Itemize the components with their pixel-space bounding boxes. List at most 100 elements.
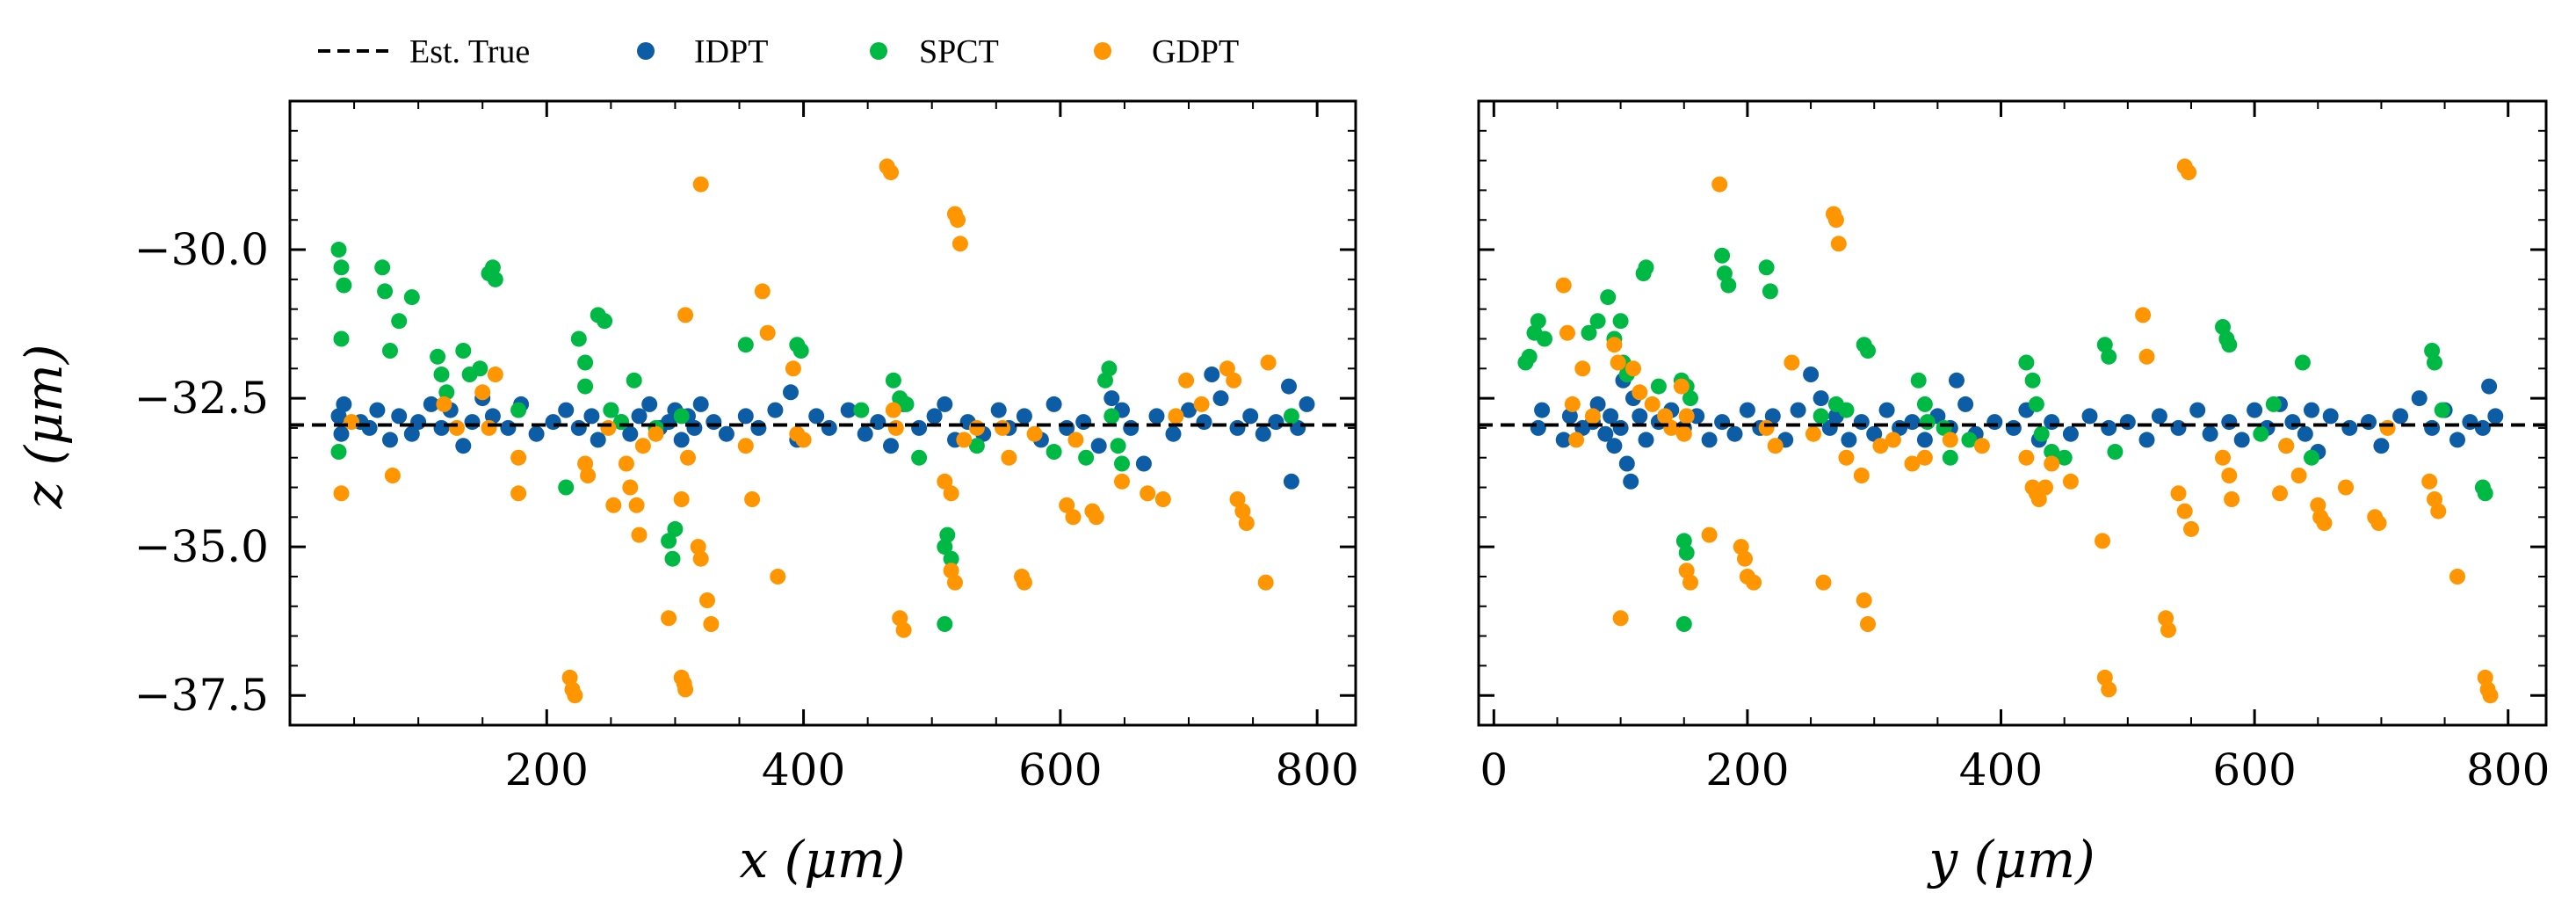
point-gdpt <box>2096 669 2113 686</box>
point-gdpt <box>699 592 715 608</box>
point-spct <box>570 330 587 347</box>
point-idpt <box>737 408 754 425</box>
point-spct <box>898 396 915 412</box>
point-gdpt <box>1257 574 1274 591</box>
point-idpt <box>870 414 886 431</box>
x-tick-label: 800 <box>2466 744 2550 795</box>
x-axis-label-right: y (μm) <box>1926 830 2095 890</box>
point-spct <box>626 372 642 389</box>
point-gdpt <box>1853 468 1870 483</box>
point-spct <box>2221 337 2238 353</box>
y-tick-label: −32.5 <box>134 373 269 424</box>
point-gdpt <box>2427 491 2442 507</box>
point-spct <box>1114 455 1130 472</box>
point-spct <box>2096 337 2113 353</box>
point-gdpt <box>561 669 578 686</box>
point-gdpt <box>648 425 664 442</box>
point-idpt <box>590 432 606 448</box>
point-spct <box>433 367 450 382</box>
point-spct <box>937 616 953 632</box>
point-gdpt <box>1001 449 1017 466</box>
point-idpt <box>382 432 398 448</box>
point-gdpt <box>2379 419 2396 436</box>
x-tick-label: 0 <box>1480 744 1508 795</box>
point-idpt <box>2284 414 2301 431</box>
point-idpt <box>1612 419 1629 436</box>
point-idpt <box>528 425 545 442</box>
point-gdpt <box>628 497 645 513</box>
point-gdpt <box>510 485 527 502</box>
point-gdpt <box>737 438 754 454</box>
point-spct <box>1110 438 1126 454</box>
point-spct <box>330 242 347 258</box>
point-spct <box>1813 408 1829 425</box>
point-gdpt <box>1805 425 1821 442</box>
point-idpt <box>750 419 767 436</box>
point-gdpt <box>2338 479 2354 496</box>
point-gdpt <box>1733 539 1749 556</box>
point-idpt <box>2361 414 2377 431</box>
point-spct <box>1638 259 1654 276</box>
point-idpt <box>808 408 825 425</box>
point-spct <box>391 313 408 330</box>
point-gdpt <box>2101 681 2117 698</box>
point-gdpt <box>1114 473 1130 490</box>
point-gdpt <box>1574 360 1591 377</box>
point-gdpt <box>1746 574 1762 591</box>
point-gdpt <box>2477 669 2493 686</box>
point-idpt <box>369 402 386 418</box>
point-spct <box>1600 289 1617 306</box>
point-idpt <box>423 396 439 412</box>
point-gdpt <box>2135 307 2152 323</box>
point-gdpt <box>1885 432 1901 448</box>
y-tick-label: −35.0 <box>134 521 269 572</box>
point-spct <box>382 343 398 359</box>
point-idpt <box>641 396 658 412</box>
point-spct <box>2033 425 2050 442</box>
point-idpt <box>1603 408 1619 425</box>
legend: Est. True IDPT SPCT GDPT <box>318 33 1239 70</box>
point-gdpt <box>885 402 901 418</box>
point-gdpt <box>1555 277 1572 294</box>
point-gdpt <box>1016 574 1032 591</box>
point-idpt <box>558 402 575 418</box>
point-spct <box>737 337 754 353</box>
point-gdpt <box>1065 509 1082 526</box>
point-gdpt <box>1564 396 1581 412</box>
point-idpt <box>2151 408 2167 425</box>
point-gdpt <box>2221 468 2238 483</box>
point-idpt <box>2119 414 2136 431</box>
point-spct <box>968 438 985 454</box>
point-idpt <box>631 408 648 425</box>
point-gdpt <box>2170 485 2187 502</box>
point-gdpt <box>2160 621 2176 638</box>
point-idpt <box>1916 432 1933 448</box>
y-axis-label: z (μm) <box>14 345 74 510</box>
point-gdpt <box>1584 408 1601 425</box>
point-spct <box>1612 313 1629 330</box>
point-idpt <box>1638 432 1654 448</box>
point-idpt <box>1623 473 1639 490</box>
point-gdpt <box>622 479 639 496</box>
point-gdpt <box>1657 408 1674 425</box>
point-idpt <box>2101 419 2117 436</box>
point-spct <box>2477 485 2493 502</box>
point-gdpt <box>577 455 594 472</box>
point-spct <box>2107 444 2124 460</box>
point-idpt <box>2297 425 2313 442</box>
point-spct <box>603 402 619 418</box>
point-gdpt <box>943 485 959 502</box>
point-spct <box>2028 396 2044 412</box>
point-gdpt <box>1606 337 1623 353</box>
point-gdpt <box>759 324 776 341</box>
point-spct <box>1682 390 1698 407</box>
point-spct <box>2424 343 2441 359</box>
point-idpt <box>1701 432 1718 448</box>
point-spct <box>1910 372 1927 389</box>
point-idpt <box>455 438 472 454</box>
point-idpt <box>1299 396 1315 412</box>
point-gdpt <box>1088 509 1104 526</box>
point-idpt <box>622 425 639 442</box>
point-gdpt <box>2215 449 2231 466</box>
